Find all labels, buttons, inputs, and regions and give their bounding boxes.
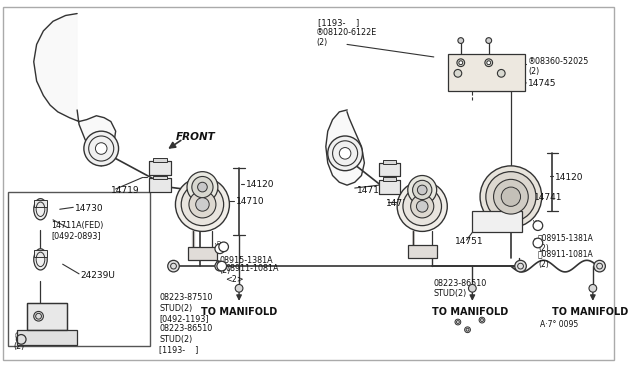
Circle shape xyxy=(417,201,428,212)
Circle shape xyxy=(486,38,492,44)
Circle shape xyxy=(95,143,107,154)
Circle shape xyxy=(219,242,228,252)
Circle shape xyxy=(487,61,491,65)
Circle shape xyxy=(417,185,427,195)
Bar xyxy=(153,176,167,179)
Bar xyxy=(472,211,522,232)
Text: FRONT: FRONT xyxy=(175,132,215,142)
Circle shape xyxy=(459,61,463,65)
Circle shape xyxy=(458,38,463,44)
Text: TO MANIFOLD: TO MANIFOLD xyxy=(432,307,508,317)
Text: 14710: 14710 xyxy=(236,197,265,206)
Circle shape xyxy=(485,59,493,67)
Circle shape xyxy=(594,260,605,272)
Bar xyxy=(34,250,47,257)
Text: 14120: 14120 xyxy=(556,173,584,182)
Text: W: W xyxy=(533,220,539,225)
Text: TO MANIFOLD: TO MANIFOLD xyxy=(552,307,628,317)
Circle shape xyxy=(589,285,596,292)
Text: 14120: 14120 xyxy=(246,180,275,189)
Ellipse shape xyxy=(34,249,47,270)
Bar xyxy=(383,177,396,181)
Circle shape xyxy=(198,182,207,192)
Circle shape xyxy=(181,183,223,226)
Text: 14719: 14719 xyxy=(111,186,140,195)
Text: ®08120-6122E
(2): ®08120-6122E (2) xyxy=(316,28,378,47)
Text: ®08360-52025
(2): ®08360-52025 (2) xyxy=(528,57,589,76)
Bar xyxy=(408,245,436,259)
Text: ⓍW: ⓍW xyxy=(217,241,227,247)
Bar xyxy=(379,163,400,176)
Circle shape xyxy=(486,171,536,222)
Circle shape xyxy=(408,176,436,205)
Text: TO MANIFOLD: TO MANIFOLD xyxy=(200,307,276,317)
Circle shape xyxy=(454,70,461,77)
Text: 14741: 14741 xyxy=(534,193,563,202)
Text: 14745: 14745 xyxy=(528,79,557,88)
Circle shape xyxy=(515,260,526,272)
Text: 08223-86510
STUD(2): 08223-86510 STUD(2) xyxy=(434,279,487,298)
Text: 14755P: 14755P xyxy=(476,216,510,225)
Circle shape xyxy=(217,261,227,271)
Bar xyxy=(379,180,400,194)
Circle shape xyxy=(189,191,216,218)
Bar xyxy=(17,330,77,345)
Circle shape xyxy=(192,176,213,198)
Text: ⓃN: ⓃN xyxy=(216,260,224,266)
Circle shape xyxy=(34,311,44,321)
Text: 08915-1381A
(2): 08915-1381A (2) xyxy=(220,256,273,275)
Bar xyxy=(149,179,171,192)
Circle shape xyxy=(84,131,118,166)
Bar xyxy=(149,161,171,174)
Circle shape xyxy=(215,261,225,271)
Circle shape xyxy=(533,221,543,231)
Bar xyxy=(379,163,400,176)
Circle shape xyxy=(468,285,476,292)
Circle shape xyxy=(403,187,442,226)
Circle shape xyxy=(328,136,362,171)
Circle shape xyxy=(215,244,225,254)
Text: 08223-87510
STUD(2)
[0492-1193]
08223-86510
STUD(2)
[1193-    ]: 08223-87510 STUD(2) [0492-1193] 08223-86… xyxy=(159,293,212,354)
Text: ®08120-61633
(2): ®08120-61633 (2) xyxy=(13,332,74,351)
Bar xyxy=(27,303,67,330)
Text: Ⓝ08911-1081A
(2): Ⓝ08911-1081A (2) xyxy=(538,250,594,269)
Circle shape xyxy=(465,327,470,333)
Text: 24239U: 24239U xyxy=(80,271,115,280)
Circle shape xyxy=(457,59,465,67)
Circle shape xyxy=(480,166,541,228)
Circle shape xyxy=(501,187,520,206)
Text: 08911-1081A
<2>: 08911-1081A <2> xyxy=(225,264,279,283)
Bar xyxy=(34,200,47,207)
Circle shape xyxy=(455,319,461,325)
Text: A·7° 0095: A·7° 0095 xyxy=(540,320,578,329)
Circle shape xyxy=(397,181,447,231)
Bar xyxy=(27,303,67,330)
Polygon shape xyxy=(34,13,116,166)
Bar xyxy=(153,158,167,162)
Text: N: N xyxy=(534,238,538,243)
Bar xyxy=(8,192,150,346)
Polygon shape xyxy=(326,110,364,185)
Text: 14751: 14751 xyxy=(455,237,484,246)
Circle shape xyxy=(413,180,432,200)
Circle shape xyxy=(187,171,218,202)
Circle shape xyxy=(196,198,209,211)
Bar xyxy=(379,180,400,194)
Bar xyxy=(149,161,171,174)
Text: ®: ® xyxy=(15,332,23,341)
Text: W: W xyxy=(215,243,221,248)
Text: [1193-    ]: [1193- ] xyxy=(318,18,359,28)
Circle shape xyxy=(411,195,434,218)
Circle shape xyxy=(479,317,485,323)
Ellipse shape xyxy=(34,199,47,220)
Circle shape xyxy=(497,70,505,77)
Circle shape xyxy=(493,179,528,214)
Text: 14719: 14719 xyxy=(356,186,385,195)
Circle shape xyxy=(175,177,229,231)
Text: 14710: 14710 xyxy=(385,199,414,208)
Circle shape xyxy=(236,285,243,292)
Text: 14711A(FED)
[0492-0893]: 14711A(FED) [0492-0893] xyxy=(51,221,104,240)
Bar xyxy=(149,179,171,192)
Bar xyxy=(383,160,396,164)
Text: N: N xyxy=(216,261,220,266)
